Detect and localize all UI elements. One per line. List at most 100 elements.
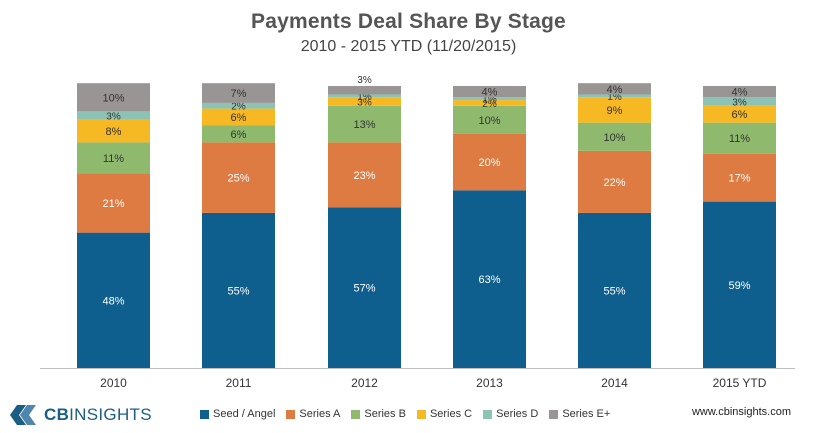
data-label: 9% [607, 105, 623, 117]
legend-swatch [483, 409, 493, 419]
data-label: 55% [227, 285, 249, 297]
bar-segment [578, 97, 651, 123]
legend-label: Series E+ [562, 408, 611, 420]
chart-title: Payments Deal Share By Stage [251, 10, 566, 33]
bar-segment [453, 97, 526, 101]
legend-item: Seed / Angel [200, 408, 275, 420]
bar-segment [703, 201, 776, 368]
data-label: 11% [103, 153, 124, 165]
bar-segment [453, 100, 526, 106]
chart-legend: Seed / Angel Series A Series B Series C Seri… [200, 405, 621, 423]
data-label: 3% [732, 98, 747, 109]
bar-segment [453, 86, 526, 98]
data-label: 2% [482, 99, 497, 110]
bar-segment [328, 207, 401, 368]
data-label: 6% [231, 129, 247, 141]
bar-segment [77, 119, 150, 143]
data-label: 11% [729, 133, 750, 145]
data-label: 6% [732, 109, 748, 121]
data-label: 4% [607, 84, 623, 96]
logo-insights-text: INSIGHTS [69, 405, 152, 424]
legend-swatch [549, 409, 559, 419]
bar-segment [703, 86, 776, 98]
bar-segment [202, 108, 275, 126]
bar-segment [703, 122, 776, 154]
bar-segment [578, 94, 651, 98]
data-label: 10% [478, 115, 500, 127]
bar-segment [578, 83, 651, 95]
data-label: 2% [231, 102, 246, 113]
x-tick-label: 2015 YTD [713, 376, 767, 390]
legend-item: Series B [351, 408, 406, 420]
data-label: 7% [231, 88, 247, 100]
bar-segment [328, 105, 401, 143]
x-tick-label: 2012 [351, 376, 378, 390]
cb-insights-logo: CBINSIGHTS [8, 402, 152, 428]
data-label: 8% [106, 126, 122, 138]
data-label: 23% [353, 170, 375, 182]
data-label: 10% [102, 92, 124, 104]
bar-segment [703, 97, 776, 106]
legend-label: Series D [496, 408, 539, 420]
data-label: 3% [357, 75, 372, 86]
cb-logo-icon [10, 405, 36, 425]
source-url: www.cbinsights.com [691, 406, 791, 418]
bar-segment [202, 83, 275, 103]
bar-segment [202, 142, 275, 213]
data-label: 21% [102, 198, 124, 210]
data-label: 63% [478, 274, 500, 286]
bar-segment [453, 190, 526, 368]
data-label: 20% [478, 157, 500, 169]
bar-segment [77, 83, 150, 112]
legend-swatch [200, 409, 209, 419]
bar-segment [578, 122, 651, 151]
bar-segment [703, 105, 776, 123]
data-label: 22% [603, 177, 625, 189]
legend-item: Series A [286, 408, 340, 420]
bar-segment [578, 150, 651, 213]
bar-segment [202, 212, 275, 368]
data-label: 25% [227, 173, 249, 185]
data-label: 13% [353, 119, 375, 131]
data-label: 1% [482, 95, 497, 106]
bar-segment [578, 212, 651, 368]
bar-segment [77, 111, 150, 120]
bar-segment [453, 133, 526, 191]
bar-segment [202, 102, 275, 109]
bar-segment [328, 142, 401, 208]
x-tick-label: 2014 [601, 376, 628, 390]
x-tick-label: 2010 [100, 376, 127, 390]
data-label: 17% [728, 173, 750, 185]
bar-segment [77, 142, 150, 174]
logo-cb-text: CB [44, 405, 70, 424]
legend-item: Series D [483, 408, 538, 420]
data-label: 55% [603, 285, 625, 297]
legend-label: Series A [299, 408, 341, 420]
bar-segment [77, 232, 150, 368]
data-label: 3% [357, 98, 372, 109]
data-label: 6% [231, 112, 247, 124]
legend-label: Seed / Angel [213, 408, 276, 420]
data-label: 1% [607, 92, 622, 103]
data-label: 4% [482, 87, 498, 99]
legend-swatch [351, 409, 361, 419]
bar-segment [453, 105, 526, 134]
legend-swatch [286, 409, 296, 419]
legend-item: Series E+ [549, 408, 610, 420]
x-tick-label: 2013 [476, 376, 503, 390]
legend-swatch [416, 409, 426, 419]
bar-segment [328, 86, 401, 95]
legend-label: Series B [364, 408, 406, 420]
data-label: 10% [603, 132, 625, 144]
data-label: 48% [102, 295, 124, 307]
legend-item: Series C [416, 408, 473, 420]
bar-segment [77, 173, 150, 233]
x-tick-label: 2011 [226, 376, 252, 390]
data-label: 4% [732, 87, 748, 99]
chart-subtitle: 2010 - 2015 YTD (11/20/2015) [300, 38, 517, 55]
legend-label: Series C [429, 408, 473, 420]
bar-segment [328, 94, 401, 98]
bar-segment [202, 125, 275, 143]
bar-segment [328, 97, 401, 106]
